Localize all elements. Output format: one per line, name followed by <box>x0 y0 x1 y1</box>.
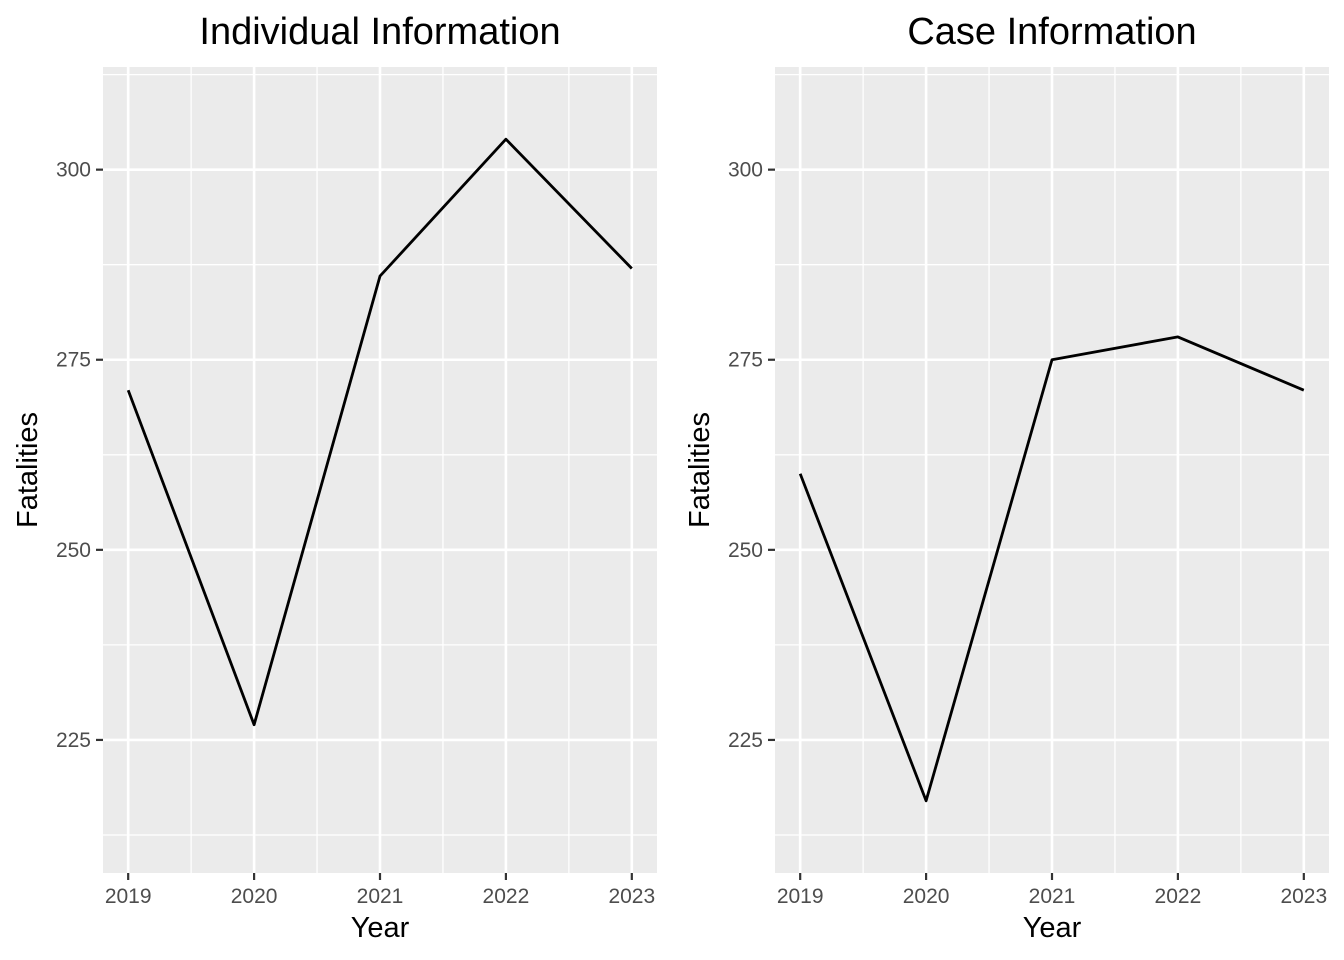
x-tick-label: 2022 <box>1155 885 1202 908</box>
series-line <box>798 335 1305 803</box>
chart-title: Individual Information <box>199 11 560 53</box>
y-tick-label: 225 <box>56 729 91 752</box>
y-tick-label: 275 <box>56 349 91 372</box>
x-tick-label: 2020 <box>903 885 950 908</box>
x-tick-label: 2019 <box>777 885 824 908</box>
x-tick-label: 2022 <box>483 885 530 908</box>
y-tick-label: 275 <box>728 349 763 372</box>
y-tick-label: 225 <box>728 729 763 752</box>
grid <box>103 67 657 873</box>
series <box>798 335 1305 803</box>
y-tick-label: 250 <box>728 539 763 562</box>
x-tick-label: 2021 <box>1029 885 1076 908</box>
panel-individual-information: Individual Information 225 250 275 300 2019… <box>12 11 657 944</box>
x-axis: 2019 2020 2021 2022 2023 <box>105 873 655 908</box>
x-tick-label: 2023 <box>608 885 655 908</box>
y-tick-label: 300 <box>728 159 763 182</box>
chart-title: Case Information <box>907 11 1196 53</box>
y-tick-label: 300 <box>56 159 91 182</box>
y-axis: 225 250 275 300 <box>56 159 103 752</box>
series-line <box>126 137 633 727</box>
y-axis-title: Fatalities <box>12 412 44 528</box>
x-tick-label: 2019 <box>105 885 152 908</box>
x-tick-label: 2023 <box>1280 885 1327 908</box>
y-tick-label: 250 <box>56 539 91 562</box>
x-tick-label: 2020 <box>231 885 278 908</box>
x-axis-title: Year <box>351 912 410 944</box>
series <box>126 137 633 727</box>
y-axis: 225 250 275 300 <box>728 159 775 752</box>
grid <box>775 67 1329 873</box>
y-axis-title: Fatalities <box>684 412 716 528</box>
x-tick-label: 2021 <box>357 885 404 908</box>
x-axis: 2019 2020 2021 2022 2023 <box>777 873 1327 908</box>
x-axis-title: Year <box>1023 912 1082 944</box>
